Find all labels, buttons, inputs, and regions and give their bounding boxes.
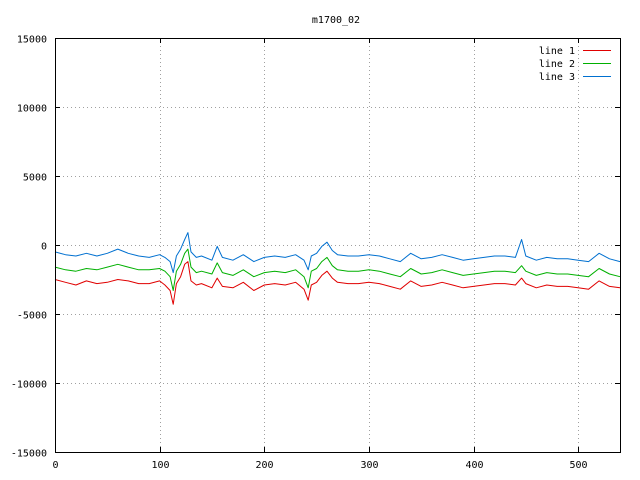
chart-title: m1700_02	[312, 15, 360, 26]
y-tick-label: 15000	[17, 35, 47, 46]
y-tick-label: -5000	[17, 311, 47, 322]
series-lines	[54, 232, 621, 305]
x-tick-label: 300	[360, 460, 378, 471]
series-line-2	[54, 248, 621, 291]
y-tick-label: -10000	[11, 380, 47, 391]
legend-label-2: line 2	[539, 59, 575, 70]
legend-label-1: line 1	[539, 46, 575, 57]
y-tick-label: 0	[41, 242, 47, 253]
x-tick-label: 400	[465, 460, 483, 471]
axis-ticks: 0 100 200 300 400 500 -15000 -10000 -5000 0 5000 10…	[11, 35, 620, 471]
y-tick-label: 10000	[17, 104, 47, 115]
series-line-3	[54, 232, 621, 274]
y-tick-label: 5000	[23, 173, 47, 184]
series-line-1	[54, 261, 621, 305]
x-tick-label: 100	[151, 460, 169, 471]
x-tick-label: 200	[255, 460, 273, 471]
x-tick-label: 500	[569, 460, 587, 471]
grid	[55, 38, 620, 452]
legend: line 1 line 2 line 3	[539, 46, 611, 83]
y-tick-label: -15000	[11, 449, 47, 460]
x-tick-label: 0	[52, 460, 58, 471]
legend-label-3: line 3	[539, 72, 575, 83]
